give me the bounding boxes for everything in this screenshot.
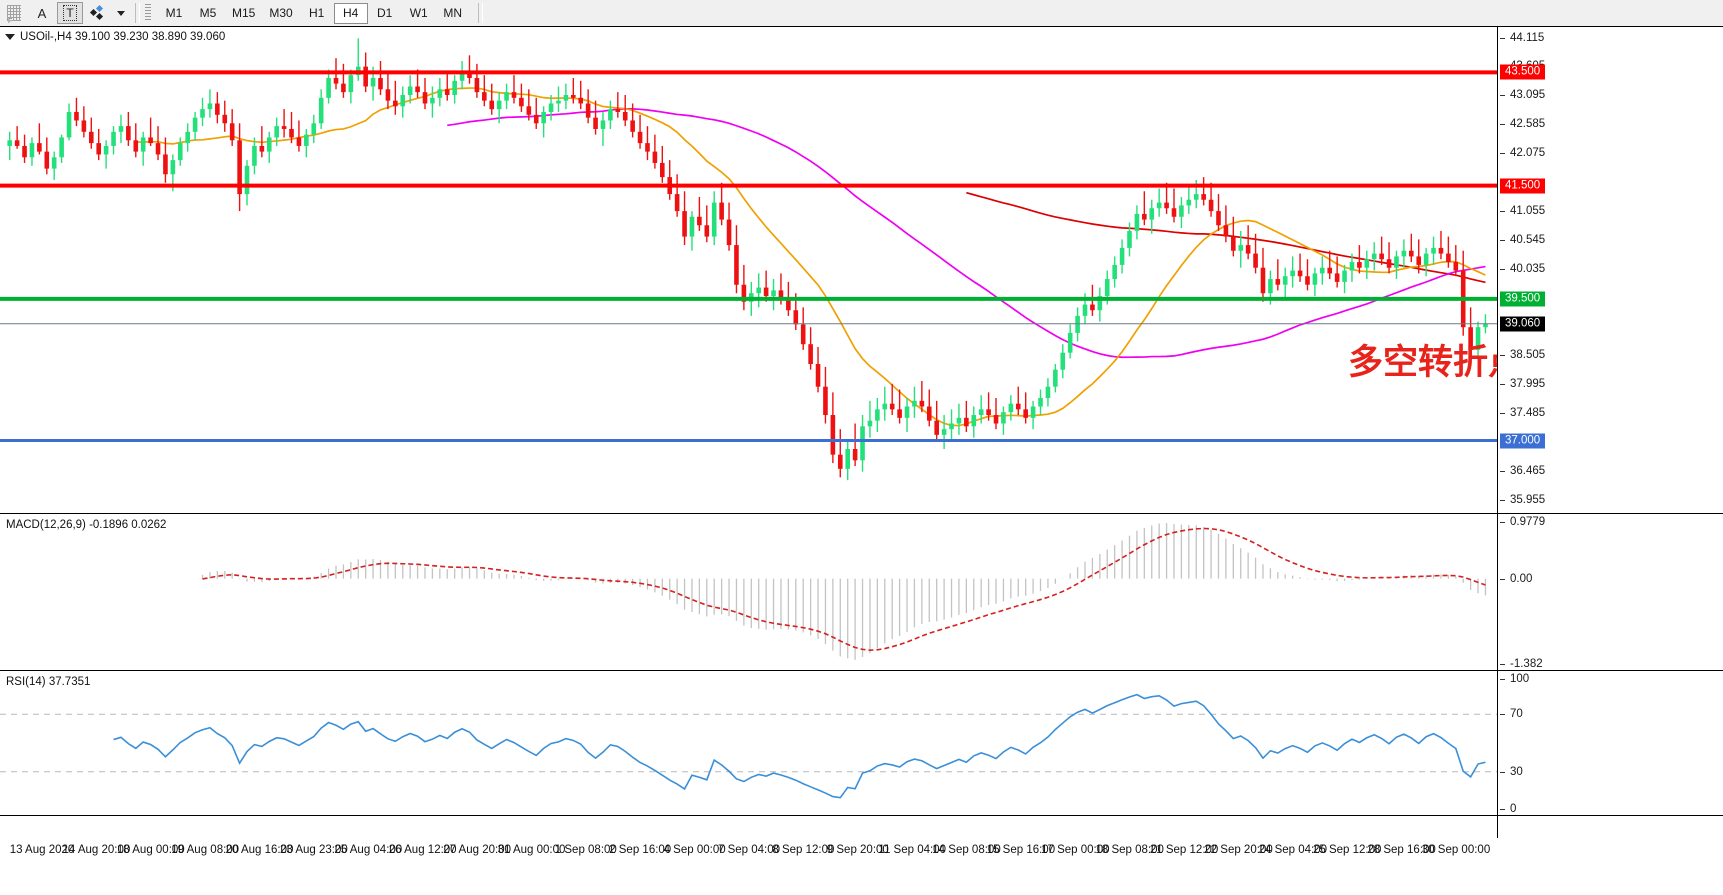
time-axis-panel: 13 Aug 2020 14 Aug 20:00 18 Aug 00:00 19 Au… (0, 816, 1723, 895)
price-tick: 37.995 (1498, 378, 1545, 390)
price-tick: 44.115 (1498, 32, 1544, 44)
time-axis-label: 24 Sep 04:00 (1258, 844, 1328, 856)
rsi-tick: 100 (1498, 673, 1529, 685)
text-label-tool-icon[interactable]: T (57, 2, 83, 24)
rsi-indicator-label: RSI(14) 37.7351 (6, 676, 91, 688)
price-badge-current-price[interactable]: 39.060 (1500, 316, 1546, 332)
time-axis-label: 23 Aug 23:00 (279, 844, 348, 856)
price-tick: 36.465 (1498, 465, 1545, 477)
symbol-ohlc-text: USOil-,H4 39.100 39.230 38.890 39.060 (20, 31, 226, 43)
timeframe-m15[interactable]: M15 (232, 6, 256, 20)
rsi-scale: 100 70 30 0 (1498, 671, 1723, 815)
price-badge-pivot[interactable]: 39.500 (1500, 291, 1546, 307)
objects-dropdown-caret-icon[interactable] (113, 2, 129, 24)
timeframe-grip-icon[interactable] (145, 4, 151, 22)
price-badge-support[interactable]: 37.000 (1500, 433, 1546, 448)
price-scale[interactable]: 44.11543.60543.09542.58542.07541.05540.5… (1498, 27, 1723, 513)
time-axis-label: 1 Sep 08:00 (554, 844, 617, 856)
time-axis-label: 19 Aug 08:00 (171, 844, 240, 856)
price-tick: 38.505 (1498, 349, 1545, 361)
price-tick: 35.955 (1498, 494, 1545, 506)
price-panel[interactable]: USOil-,H4 39.100 39.230 38.890 39.060 多空… (0, 27, 1723, 514)
rsi-plot[interactable] (0, 671, 1498, 815)
timeframe-m5[interactable]: M5 (199, 6, 217, 20)
price-tick: 37.485 (1498, 407, 1545, 419)
time-axis-label: 26 Aug 12:00 (388, 844, 457, 856)
macd-tick: -1.382 (1498, 658, 1543, 670)
timeframe-w1[interactable]: W1 (409, 6, 428, 20)
macd-plot[interactable] (0, 514, 1498, 670)
time-axis-label: 18 Aug 00:00 (116, 844, 185, 856)
timeframe-m1[interactable]: M1 (165, 6, 183, 20)
timeframe-mn[interactable]: MN (443, 6, 463, 20)
time-axis-labels: 13 Aug 2020 14 Aug 20:00 18 Aug 00:00 19 Au… (0, 838, 1723, 858)
chart-area[interactable]: USOil-,H4 39.100 39.230 38.890 39.060 多空… (0, 26, 1723, 895)
price-tick: 40.545 (1498, 234, 1545, 246)
macd-tick: 0.9779 (1498, 516, 1545, 528)
time-axis-label: 25 Aug 04:00 (334, 844, 403, 856)
macd-svg (201, 523, 1487, 660)
time-axis-label: 8 Sep 12:00 (772, 844, 835, 856)
rsi-panel[interactable]: RSI(14) 37.7351 100 70 30 0 (0, 671, 1723, 816)
text-tool-a-label: A (37, 5, 47, 21)
chart-toolbar: A T M1 M5 M15 M30 H1 H4 D1 W1 MN (0, 0, 1723, 27)
crosshair-grip-icon[interactable] (1, 2, 27, 25)
time-axis-label: 7 Sep 04:00 (717, 844, 781, 856)
time-axis-label: 22 Sep 20:00 (1204, 844, 1273, 856)
time-axis-label: 27 Aug 20:00 (443, 844, 511, 856)
time-axis-strip (0, 816, 1498, 838)
price-tick: 42.585 (1498, 118, 1545, 130)
symbol-header: USOil-,H4 39.100 39.230 38.890 39.060 (5, 31, 225, 43)
macd-panel[interactable]: MACD(12,26,9) -0.1896 0.0262 0.9779 0.00 -… (0, 514, 1723, 671)
text-label-tool-glyph: T (63, 5, 77, 21)
time-axis-label: 21 Sep 12:00 (1149, 844, 1219, 856)
toolbar-separator (135, 3, 140, 23)
price-tick: 42.075 (1498, 147, 1545, 159)
macd-indicator-label: MACD(12,26,9) -0.1896 0.0262 (6, 519, 167, 531)
price-tick: 40.035 (1498, 263, 1545, 275)
text-tool-a-icon[interactable]: A (29, 2, 55, 24)
symbol-collapse-caret-icon[interactable] (5, 34, 15, 40)
time-axis-label: 14 Sep 08:00 (932, 844, 1001, 856)
time-axis-label: 18 Sep 08:00 (1095, 844, 1164, 856)
price-badge-resistance[interactable]: 43.500 (1500, 64, 1546, 80)
time-axis-label: 17 Sep 00:00 (1041, 844, 1110, 856)
price-badge-resistance[interactable]: 41.500 (1500, 178, 1546, 194)
time-axis-label: 20 Aug 16:00 (225, 844, 294, 856)
timeframe-h1[interactable]: H1 (309, 6, 325, 20)
time-axis-label: 13 Aug 2020 (9, 844, 75, 856)
rsi-svg (0, 693, 1497, 799)
price-plot[interactable]: 多空转折点39.5 (0, 27, 1498, 513)
time-axis-label: 11 Sep 04:00 (878, 844, 946, 856)
objects-icon[interactable] (85, 2, 111, 24)
rsi-tick: 0 (1498, 803, 1516, 815)
time-axis-label: 14 Aug 20:00 (62, 844, 131, 856)
timeframe-h4[interactable]: H4 (333, 2, 368, 24)
price-tick: 43.095 (1498, 89, 1545, 101)
time-axis-label: 31 Aug 00:00 (497, 844, 566, 856)
time-axis-label: 2 Sep 16:00 (609, 844, 672, 856)
rsi-tick: 30 (1498, 766, 1523, 778)
timeframe-m30[interactable]: M30 (269, 6, 293, 20)
time-axis-label: 4 Sep 00:00 (663, 844, 726, 856)
time-axis-label: 30 Sep 00:00 (1421, 844, 1491, 856)
price-tick: 41.055 (1498, 205, 1545, 217)
toolbar-separator-2 (477, 3, 483, 23)
rsi-tick: 70 (1498, 708, 1523, 720)
chart-annotation-text: 多空转折点39.5 (1348, 343, 1497, 384)
macd-tick: 0.00 (1498, 573, 1532, 585)
macd-scale: 0.9779 0.00 -1.382 (1498, 514, 1723, 670)
time-axis-label: 28 Sep 16:00 (1367, 844, 1436, 856)
time-axis-label: 25 Sep 12:00 (1312, 844, 1382, 856)
price-candlestick-svg (0, 38, 1497, 481)
time-axis-label: 9 Sep 20:00 (826, 844, 889, 856)
timeframe-d1[interactable]: D1 (377, 6, 393, 20)
time-axis-label: 15 Sep 16:00 (986, 844, 1056, 856)
